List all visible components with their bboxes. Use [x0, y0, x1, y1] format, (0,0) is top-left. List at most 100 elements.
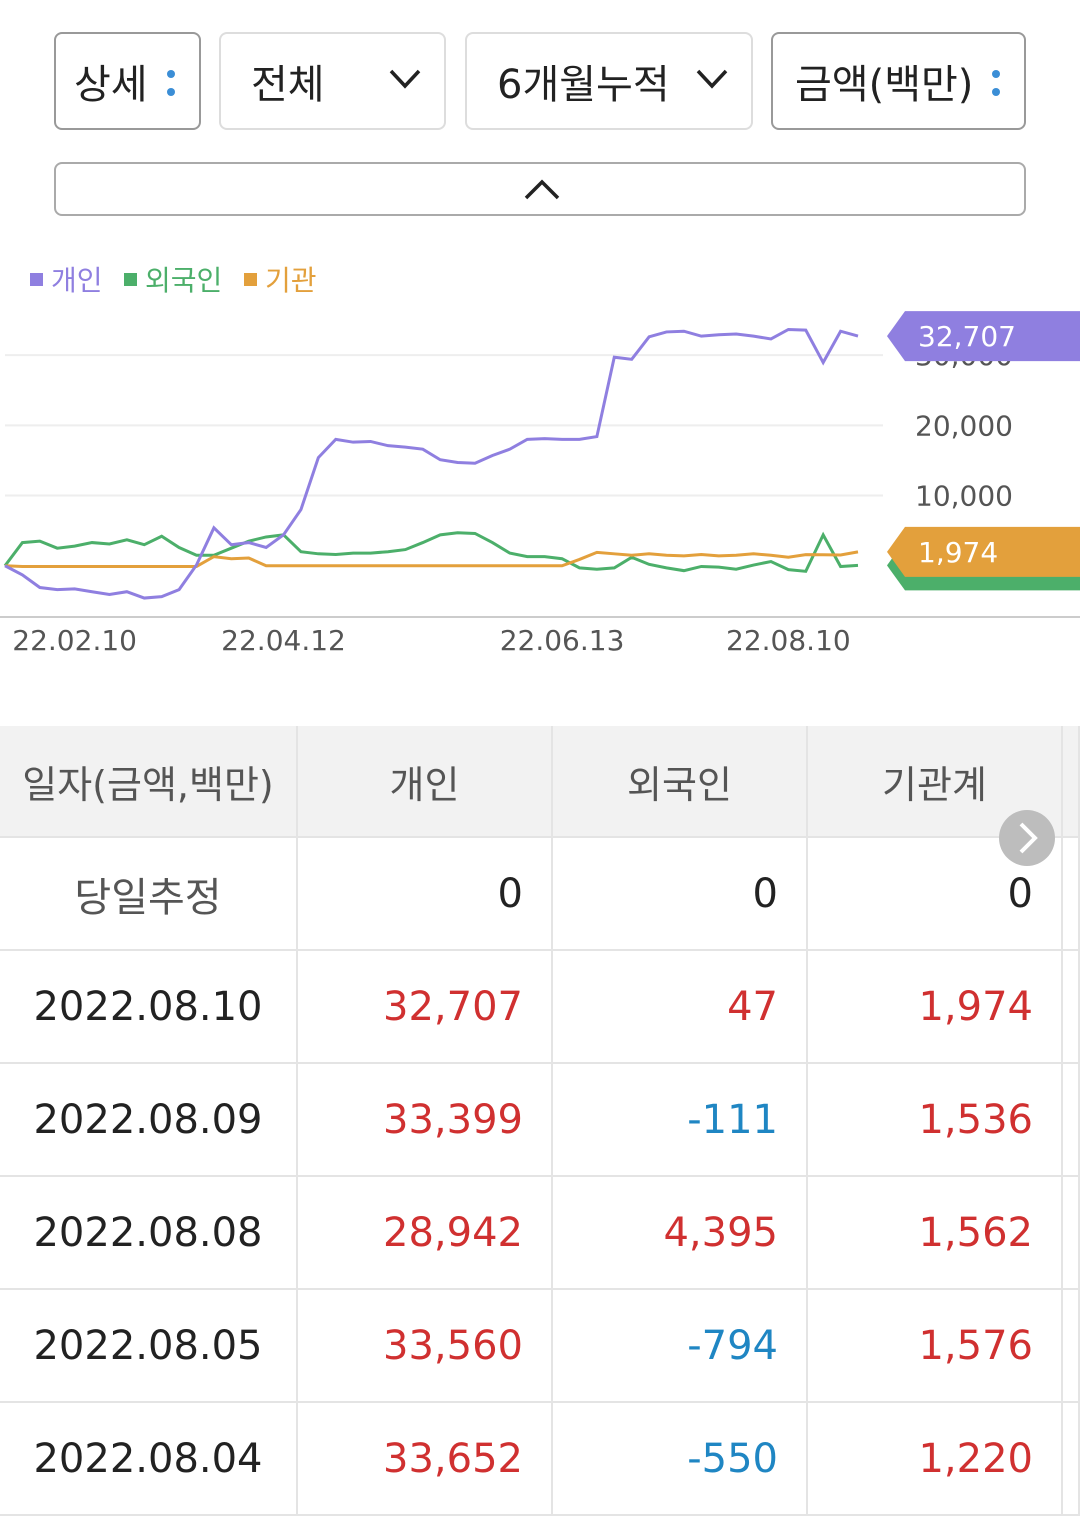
- chart: 개인외국인기관10,00020,00030,00022.02.1022.04.1…: [0, 264, 1080, 657]
- legend-swatch: [124, 273, 137, 286]
- x-tick-label: 22.04.12: [221, 624, 346, 657]
- legend-swatch: [30, 273, 43, 286]
- label: 금액(백만): [795, 62, 974, 108]
- collapse-button[interactable]: [54, 162, 1026, 216]
- value-cell: 4,395: [553, 1177, 808, 1290]
- unit-select[interactable]: 금액(백만): [771, 32, 1026, 130]
- legend-label: 기관: [265, 264, 317, 297]
- dots-icon: [167, 70, 175, 96]
- cell-text: 1,576: [918, 1322, 1033, 1369]
- y-tick-label: 10,000: [915, 480, 1013, 513]
- x-tick-label: 22.08.10: [726, 624, 851, 657]
- header-cell: [1063, 726, 1080, 838]
- label: 상세: [74, 62, 148, 108]
- cell-text: 1,562: [918, 1209, 1033, 1256]
- cell-text: 33,560: [383, 1322, 523, 1369]
- cell: [1063, 1064, 1080, 1177]
- date-cell: 당일추정: [0, 838, 298, 951]
- value-cell: -794: [553, 1290, 808, 1403]
- cell-text: 32,707: [383, 983, 523, 1030]
- value-cell: 33,652: [298, 1403, 553, 1516]
- cell-text: 외국인: [627, 762, 732, 807]
- value-cell: 1,220: [808, 1403, 1063, 1516]
- end-tag-label: 32,707: [918, 320, 1016, 353]
- cell: [1063, 1403, 1080, 1516]
- date-cell: 2022.08.08: [0, 1177, 298, 1290]
- series-line: [4, 327, 859, 600]
- header-cell: 일자(금액,백만): [0, 726, 298, 838]
- value-cell: 1,576: [808, 1290, 1063, 1403]
- value-cell: 1,974: [808, 951, 1063, 1064]
- value-cell: 47: [553, 951, 808, 1064]
- cell-text: 33,399: [383, 1096, 523, 1143]
- cell: [1063, 838, 1080, 951]
- value-cell: 0: [808, 838, 1063, 951]
- cell-text: 28,942: [383, 1209, 523, 1256]
- value-cell: 1,536: [808, 1064, 1063, 1177]
- filter-select[interactable]: 전체: [219, 32, 446, 130]
- x-tick-label: 22.06.13: [500, 624, 625, 657]
- dots-icon: [992, 70, 1000, 96]
- cell-text: 2022.08.09: [33, 1096, 263, 1143]
- date-cell: 2022.08.10: [0, 951, 298, 1064]
- date-cell: 2022.08.04: [0, 1403, 298, 1516]
- cell-text: 2022.08.08: [33, 1209, 263, 1256]
- y-tick-label: 20,000: [915, 409, 1013, 442]
- cell-text: 개인: [389, 762, 460, 807]
- end-tag: [887, 526, 1080, 577]
- chevron: [389, 69, 421, 89]
- label: 6개월누적: [497, 62, 670, 108]
- x-tick-label: 22.02.10: [12, 624, 137, 657]
- cell-text: 1,974: [918, 983, 1033, 1030]
- value-cell: 32,707: [298, 951, 553, 1064]
- series-line: [3, 531, 859, 573]
- header-cell: 개인: [298, 726, 553, 838]
- header-cell: 외국인: [553, 726, 808, 838]
- cell: [1063, 951, 1080, 1064]
- cell-text: 당일추정: [74, 874, 222, 921]
- cell-text: 0: [497, 870, 523, 917]
- cell-text: 일자(금액,백만): [22, 762, 274, 807]
- chevron-up: [524, 179, 560, 200]
- cell-text: 2022.08.04: [33, 1435, 263, 1482]
- cell-text: 2022.08.10: [33, 983, 263, 1030]
- value-cell: 33,560: [298, 1290, 553, 1403]
- cell-text: 2022.08.05: [33, 1322, 263, 1369]
- value-cell: 1,562: [808, 1177, 1063, 1290]
- detail-select[interactable]: 상세: [54, 32, 201, 130]
- series-line: [4, 550, 859, 568]
- value-cell: 0: [553, 838, 808, 951]
- cell-text: 4,395: [663, 1209, 778, 1256]
- value-cell: 33,399: [298, 1064, 553, 1177]
- cell: [1063, 1177, 1080, 1290]
- cell-text: 0: [752, 870, 778, 917]
- date-cell: 2022.08.05: [0, 1290, 298, 1403]
- cell-text: 47: [727, 983, 778, 1030]
- date-cell: 2022.08.09: [0, 1064, 298, 1177]
- cell-text: 33,652: [383, 1435, 523, 1482]
- cell-text: -111: [687, 1096, 778, 1143]
- cell-text: 1,220: [918, 1435, 1033, 1482]
- period-select[interactable]: 6개월누적: [465, 32, 753, 130]
- label: 전체: [251, 62, 325, 108]
- chevron: [696, 69, 728, 89]
- end-tag: [887, 311, 1080, 362]
- value-cell: 0: [298, 838, 553, 951]
- legend-label: 개인: [51, 264, 103, 297]
- cell: [1063, 1290, 1080, 1403]
- cell-text: -794: [687, 1322, 778, 1369]
- cell-text: 1,536: [918, 1096, 1033, 1143]
- value-cell: 28,942: [298, 1177, 553, 1290]
- scroll-right-button[interactable]: [999, 810, 1055, 866]
- cell-text: -550: [687, 1435, 778, 1482]
- value-cell: -550: [553, 1403, 808, 1516]
- end-tag-label: 1,974: [918, 536, 998, 569]
- cell-text: 기관계: [882, 762, 987, 807]
- value-cell: -111: [553, 1064, 808, 1177]
- legend-swatch: [244, 273, 257, 286]
- legend-label: 외국인: [145, 264, 222, 297]
- cell-text: 0: [1007, 870, 1033, 917]
- arrow-icon: [1019, 822, 1038, 854]
